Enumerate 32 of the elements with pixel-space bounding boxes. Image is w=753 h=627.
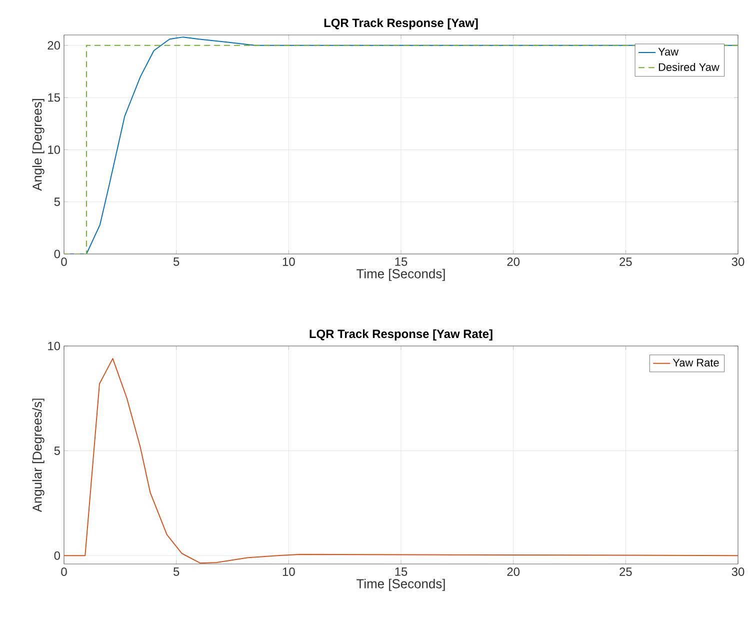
y-tick-label: 5 [54,446,60,455]
y-axis-title: Angle [Degrees] [32,99,44,191]
x-tick-label: 5 [174,568,180,576]
y-tick-label: 5 [54,198,60,206]
x-tick-label: 25 [620,258,632,266]
legend-label: Desired Yaw [658,62,720,71]
y-tick-label: 10 [48,145,60,154]
x-tick-label: 25 [620,568,632,576]
x-tick-label: 5 [174,258,180,266]
legend-label: Yaw Rate [672,358,719,367]
x-tick-label: 15 [395,568,408,576]
y-tick-label: 0 [54,551,60,560]
x-tick-label: 10 [282,568,295,576]
chart-title: LQR Track Response [Yaw Rate] [310,329,492,340]
x-tick-label: 10 [282,258,295,266]
x-tick-label: 30 [732,568,744,576]
y-axis-title: Angular [Degrees/s] [32,398,44,512]
y-tick-label: 15 [48,93,60,102]
x-tick-label: 20 [507,568,520,576]
x-tick-label: 30 [732,258,744,266]
y-tick-label: 20 [48,41,60,50]
x-tick-label: 0 [61,258,67,266]
x-tick-label: 20 [507,258,520,266]
x-axis-title: Time [Seconds] [356,578,445,591]
legend-label: Yaw [658,48,679,56]
line-series [64,358,738,564]
chart-title: LQR Track Response [Yaw] [324,18,478,30]
x-tick-label: 15 [395,258,408,266]
x-axis-title: Time [Seconds] [356,268,445,281]
y-tick-label: 0 [54,250,60,258]
y-tick-label: 10 [48,342,60,350]
x-tick-label: 0 [61,568,67,576]
